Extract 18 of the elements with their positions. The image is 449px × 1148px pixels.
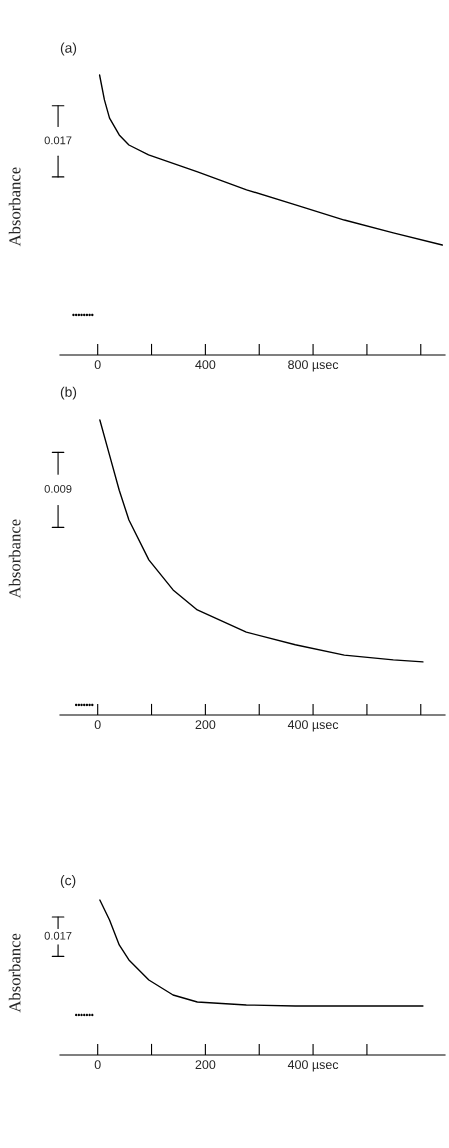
y-axis-title: Absorbance bbox=[8, 519, 21, 599]
x-tick-label: 200 bbox=[195, 720, 216, 730]
y-axis-title: Absorbance bbox=[8, 933, 21, 1013]
chart-title: (b) bbox=[60, 386, 77, 400]
x-tick-label: 200 bbox=[195, 1060, 216, 1070]
annotation: 0.009 bbox=[44, 484, 72, 493]
annotation: 0.017 bbox=[44, 931, 72, 940]
x-tick-label: 400 bbox=[195, 360, 216, 370]
x-tick-label: 400 µsec bbox=[287, 720, 339, 732]
y-axis-title: Absorbance bbox=[8, 167, 21, 247]
chart-title: (a) bbox=[60, 42, 77, 56]
x-tick-label: 400 µsec bbox=[287, 1060, 339, 1072]
annotation: 0.017 bbox=[44, 136, 72, 145]
x-tick-label: 0 bbox=[94, 1060, 101, 1070]
chart-title: (c) bbox=[60, 875, 76, 889]
x-tick-label: 800 µsec bbox=[288, 360, 339, 372]
x-tick-label: 0 bbox=[94, 720, 101, 730]
x-tick-label: 0 bbox=[94, 360, 101, 370]
